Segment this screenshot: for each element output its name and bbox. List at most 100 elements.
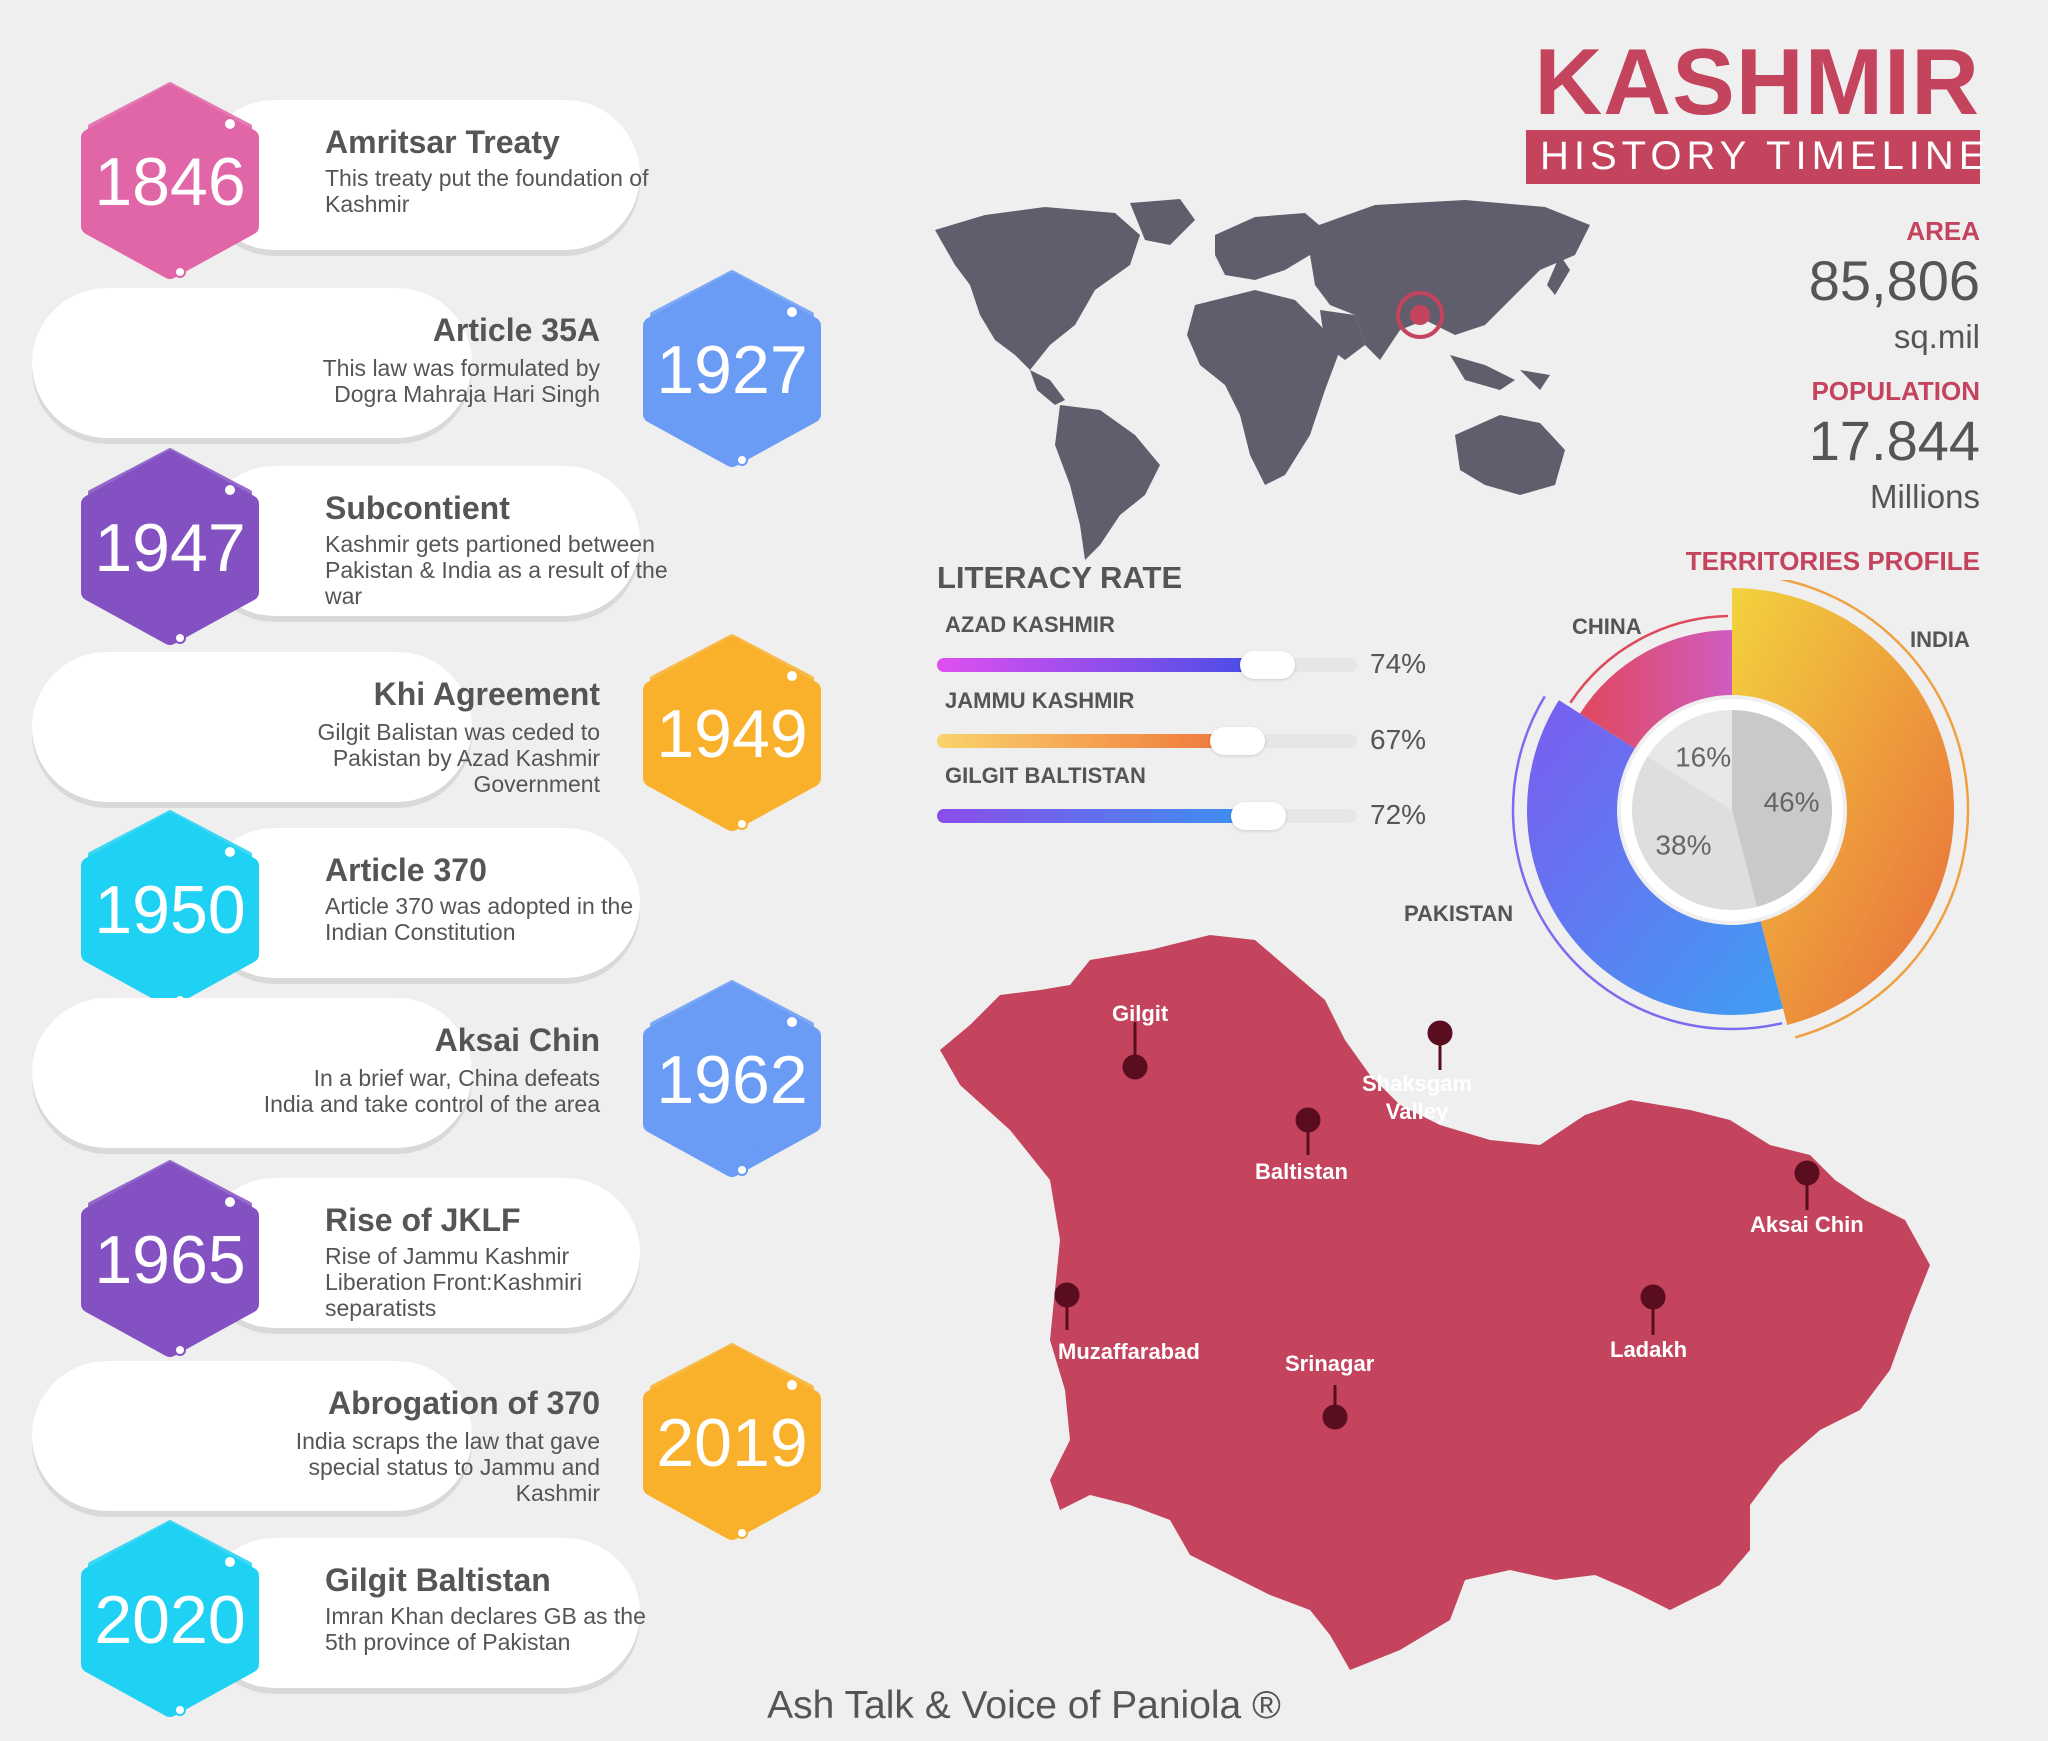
year-text: 1949 — [656, 696, 808, 772]
event-title: Gilgit Baltistan — [325, 1562, 551, 1598]
territory-segment-china — [1580, 630, 1732, 749]
territory-segment-pakistan — [1527, 700, 1783, 1015]
pakistan-label: PAKISTAN — [1404, 901, 1514, 926]
kashmir-map — [940, 935, 1930, 1670]
event-description: This law was formulated by Dogra Mahraja… — [322, 355, 600, 407]
inner-pie-slice — [1632, 756, 1757, 910]
literacy-bar-fill — [937, 658, 1248, 672]
event-description: Gilgit Balistan was ceded to Pakistan by… — [317, 719, 600, 797]
location-marker-dot — [1410, 305, 1430, 325]
literacy-heading: LITERACY RATE — [937, 560, 1183, 595]
year-badge: 1962 — [632, 980, 832, 1180]
timeline-item: 1949 Khi Agreement Gilgit Balistan was ced… — [0, 634, 821, 831]
literacy-bar-knob — [1210, 727, 1265, 755]
timeline-item: 1965 Rise of JKLF Rise of Jammu Kashmir Li… — [0, 1160, 700, 1357]
page-subtitle: HISTORY TIMELINE — [1540, 134, 1991, 178]
year-text: 1950 — [94, 872, 246, 948]
literacy-bar-track — [937, 651, 1357, 679]
event-title: Amritsar Treaty — [325, 124, 560, 160]
event-title: Article 35A — [432, 312, 600, 348]
territory-guide-arc — [1778, 580, 1970, 1039]
event-description: India scraps the law that gave special s… — [295, 1428, 600, 1506]
event-description: Rise of Jammu Kashmir Liberation Front:K… — [325, 1243, 582, 1321]
india-label: INDIA — [1910, 627, 1970, 652]
year-text: 1846 — [94, 144, 246, 220]
territory-percent-label: 16% — [1675, 741, 1731, 772]
timeline-item: 1962 Aksai Chin In a brief war, China defe… — [0, 980, 821, 1177]
year-text: 2019 — [656, 1405, 808, 1481]
subtitle-banner — [1526, 130, 1980, 184]
map-label-aksai-chin: Aksai Chin — [1750, 1212, 1864, 1237]
literacy-bar-knob — [1240, 651, 1295, 679]
event-title: Aksai Chin — [434, 1022, 600, 1058]
footer-credit: Ash Talk & Voice of Paniola ® — [767, 1684, 1281, 1727]
year-text: 2020 — [94, 1582, 246, 1658]
year-badge: 1965 — [70, 1160, 270, 1360]
year-badge: 1947 — [70, 448, 270, 648]
population-unit: Millions — [1869, 478, 1980, 515]
year-badge: 2020 — [70, 1520, 270, 1720]
territory-percent-label: 46% — [1764, 786, 1820, 817]
timeline-item: 1950 Article 370 Article 370 was adopted i… — [0, 810, 700, 1007]
event-title: Article 370 — [325, 852, 487, 888]
event-title: Khi Agreement — [373, 676, 600, 712]
population-value: 17.844 — [1808, 409, 1980, 472]
timeline-card — [32, 998, 472, 1148]
timeline-item: 1927 Article 35A This law was formulated b… — [0, 270, 821, 467]
literacy-bar-track — [937, 727, 1357, 755]
year-badge: 1846 — [70, 82, 270, 282]
literacy-label: JAMMU KASHMIR — [945, 688, 1135, 713]
event-title: Abrogation of 370 — [327, 1385, 600, 1421]
map-label-shaksgam-valley: Shaksgam Valley — [1361, 1071, 1473, 1124]
timeline-item: 1846 Amritsar Treaty This treaty put the f… — [0, 82, 700, 279]
map-label-muzaffarabad: Muzaffarabad — [1058, 1339, 1200, 1364]
year-badge: 2019 — [632, 1343, 832, 1543]
area-unit: sq.mil — [1893, 318, 1980, 355]
literacy-bar-track — [937, 802, 1357, 830]
timeline-item: 1947 Subcontient Kashmir gets partioned be… — [0, 448, 700, 645]
year-badge: 1950 — [70, 810, 270, 1010]
map-label-baltistan: Baltistan — [1255, 1159, 1348, 1184]
territory-segment-india — [1732, 588, 1954, 1026]
literacy-value: 74% — [1370, 648, 1427, 679]
literacy-label: AZAD KASHMIR — [945, 612, 1115, 637]
timeline-card — [32, 1361, 472, 1511]
location-marker-ring — [1396, 291, 1444, 339]
timeline-card — [200, 828, 640, 978]
literacy-bar-fill — [937, 734, 1218, 748]
year-text: 1947 — [94, 510, 246, 586]
year-text: 1927 — [656, 332, 808, 408]
territory-guide-arc — [1511, 695, 1783, 1031]
territory-percent-label: 38% — [1655, 829, 1711, 860]
event-title: Rise of JKLF — [325, 1202, 521, 1238]
year-badge: 1927 — [632, 270, 832, 470]
timeline-card — [32, 652, 472, 802]
year-text: 1965 — [94, 1222, 246, 1298]
event-description: Article 370 was adopted in the Indian Co… — [325, 893, 634, 945]
population-label: POPULATION — [1811, 376, 1980, 406]
year-text: 1962 — [656, 1042, 808, 1118]
territories-chart: 46% 38% 16% — [1511, 580, 1970, 1039]
literacy-value: 67% — [1370, 724, 1427, 755]
literacy-label: GILGIT BALTISTAN — [945, 763, 1146, 788]
event-description: Kashmir gets partioned between Pakistan … — [325, 531, 668, 609]
map-label-gilgit: Gilgit — [1112, 1001, 1169, 1026]
timeline-item: 2020 Gilgit Baltistan Imran Khan declares … — [0, 1520, 700, 1717]
year-badge: 1949 — [632, 634, 832, 834]
timeline-card — [32, 288, 472, 438]
timeline-card — [200, 100, 640, 250]
literacy-value: 72% — [1370, 799, 1427, 830]
china-label: CHINA — [1572, 614, 1642, 639]
event-description: This treaty put the foundation of Kashmi… — [325, 165, 649, 217]
territories-heading: TERRITORIES PROFILE — [1685, 546, 1980, 576]
literacy-bar-knob — [1231, 802, 1286, 830]
literacy-bar-fill — [937, 809, 1239, 823]
timeline-item: 2019 Abrogation of 370 India scraps the la… — [0, 1343, 821, 1540]
inner-pie-slice — [1732, 710, 1832, 907]
event-description: Imran Khan declares GB as the 5th provin… — [325, 1603, 646, 1655]
map-label-srinagar: Srinagar — [1285, 1351, 1375, 1376]
page-title: KASHMIR — [1534, 29, 1980, 134]
inner-pie-slice — [1647, 710, 1732, 810]
territory-guide-arc — [1569, 614, 1729, 704]
event-title: Subcontient — [325, 490, 510, 526]
